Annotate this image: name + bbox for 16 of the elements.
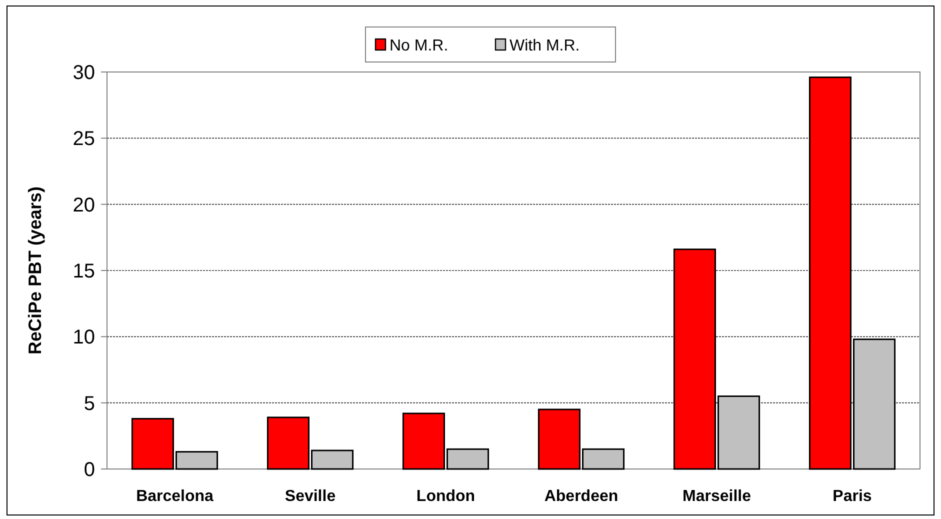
y-tick-label: 10 [72,326,95,349]
x-tick-label: Aberdeen [544,488,618,505]
x-tick-label: London [416,488,476,505]
y-tick-label: 0 [84,459,95,481]
legend-label: With M.R. [510,38,580,55]
y-tick-label: 5 [84,392,95,415]
x-tick-label: Paris [832,488,872,505]
y-tick-label: 30 [72,62,95,84]
x-tick-label: Seville [284,488,336,505]
y-tick-label: 20 [72,194,95,216]
legend-label: No M.R. [390,38,448,55]
y-tick-label: 15 [72,260,95,282]
y-axis-title: ReCiPe PBT (years) [25,186,45,355]
x-tick-label: Marseille [682,488,752,505]
y-tick-label: 25 [72,128,95,150]
x-tick-label: Barcelona [136,488,214,505]
